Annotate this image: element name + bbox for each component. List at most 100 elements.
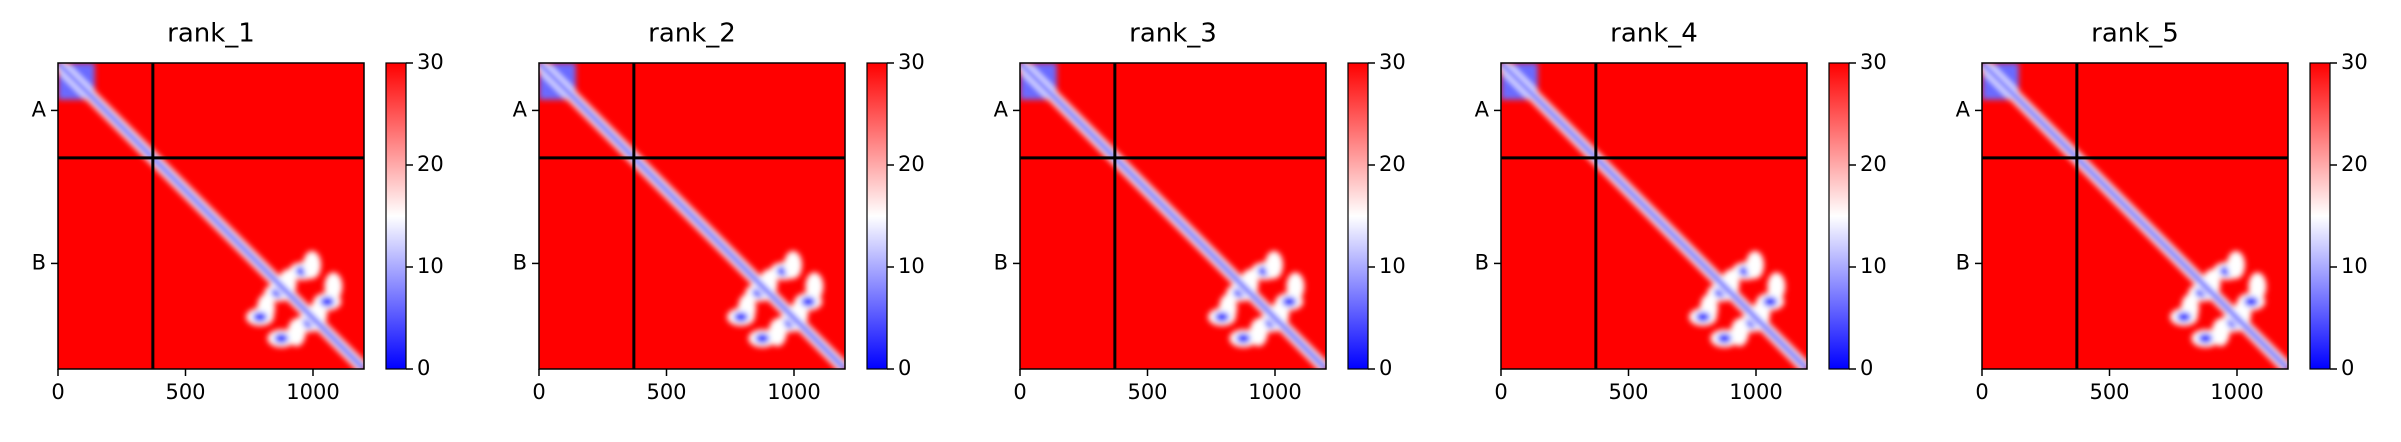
y-tick-label: A [32,97,47,121]
colorbar-tick-label: 30 [2341,50,2368,74]
colorbar-tick-label: 0 [898,356,911,380]
heatmap-texture [1020,63,1326,369]
colorbar-tick-label: 20 [1379,152,1406,176]
heatmap [1501,63,1807,369]
heatmap-texture [539,63,845,369]
x-tick-label: 1000 [286,380,339,404]
colorbar-tick-label: 10 [2341,254,2368,278]
x-tick-label: 500 [1127,380,1167,404]
colorbar-tick-label: 0 [2341,356,2354,380]
panel-title: rank_2 [648,19,736,49]
axes-frame [57,62,365,370]
heatmap [58,63,364,369]
heatmap-texture [1745,250,1764,279]
axes-frame [1981,62,2289,370]
y-tick-label: A [1956,97,1971,121]
heatmap-texture [2244,296,2259,307]
heatmap [1020,63,1326,369]
y-tick-label: B [1956,250,1970,274]
x-tick-label: 0 [1494,380,1507,404]
panel-title: rank_3 [1129,19,1217,49]
heatmap-texture [1264,250,1283,279]
heatmap-texture [320,296,335,307]
heatmap-texture [733,311,748,322]
colorbar-tick-label: 20 [1860,152,1887,176]
heatmap-texture [783,250,802,279]
colorbar-tick-label: 10 [417,254,444,278]
heatmap-texture [287,318,306,347]
colorbar-tick-label: 30 [898,50,925,74]
heatmap [1982,63,2288,369]
heatmap-texture [1982,63,2288,369]
heatmap-texture [302,250,321,279]
y-tick-label: A [1475,97,1490,121]
colorbar-tick-label: 10 [1379,254,1406,278]
colorbar-tick-label: 0 [1379,356,1392,380]
x-tick-label: 1000 [1729,380,1782,404]
colorbar-tick-label: 0 [1860,356,1873,380]
colorbar-tick-label: 20 [417,152,444,176]
heatmap-texture [1020,63,1326,369]
heatmap-texture [252,311,267,322]
heatmap-texture [1236,333,1251,344]
panel-title: rank_1 [167,19,255,49]
colorbar [1347,62,1369,370]
x-tick-label: 0 [1013,380,1026,404]
y-tick-label: A [513,97,528,121]
heatmap-texture [58,63,364,369]
panel-title: rank_5 [2091,19,2179,49]
panel-title: rank_4 [1610,19,1698,49]
colorbar-tick-label: 30 [417,50,444,74]
x-tick-label: 500 [1608,380,1648,404]
x-tick-label: 500 [2089,380,2129,404]
colorbar-tick-label: 0 [417,356,430,380]
heatmap-texture [58,63,364,369]
colorbar-tick-label: 20 [898,152,925,176]
colorbar-tick-label: 20 [2341,152,2368,176]
heatmap-texture [1695,311,1710,322]
colorbar [1828,62,1850,370]
heatmap-texture [2226,250,2245,279]
y-tick-label: B [994,250,1008,274]
heatmap-texture [1717,333,1732,344]
x-tick-label: 500 [646,380,686,404]
heatmap-texture [1982,63,2288,369]
x-tick-label: 0 [532,380,545,404]
colorbar-tick-label: 10 [1860,254,1887,278]
heatmap-texture [274,333,289,344]
axes-frame [538,62,846,370]
heatmap-texture [2198,333,2213,344]
heatmap-texture [1501,63,1807,369]
x-tick-label: 1000 [2210,380,2263,404]
axes-frame [1500,62,1808,370]
heatmap-texture [801,296,816,307]
heatmap-texture [2176,311,2191,322]
heatmap-texture [1282,296,1297,307]
x-tick-label: 500 [165,380,205,404]
heatmap-texture [1214,311,1229,322]
colorbar-tick-label: 30 [1860,50,1887,74]
heatmap-texture [1501,63,1807,369]
heatmap-texture [1249,318,1268,347]
heatmap-texture [768,318,787,347]
x-tick-label: 0 [51,380,64,404]
y-tick-label: A [994,97,1009,121]
x-tick-label: 1000 [1248,380,1301,404]
colorbar-tick-label: 10 [898,254,925,278]
heatmap [539,63,845,369]
colorbar [866,62,888,370]
heatmap-texture [1730,318,1749,347]
heatmap-texture [755,333,770,344]
heatmap-texture [539,63,845,369]
colorbar [385,62,407,370]
heatmap-texture [2211,318,2230,347]
y-tick-label: B [513,250,527,274]
colorbar [2309,62,2331,370]
axes-frame [1019,62,1327,370]
heatmap-texture [1763,296,1778,307]
y-tick-label: B [1475,250,1489,274]
x-tick-label: 0 [1975,380,1988,404]
x-tick-label: 1000 [767,380,820,404]
colorbar-tick-label: 30 [1379,50,1406,74]
